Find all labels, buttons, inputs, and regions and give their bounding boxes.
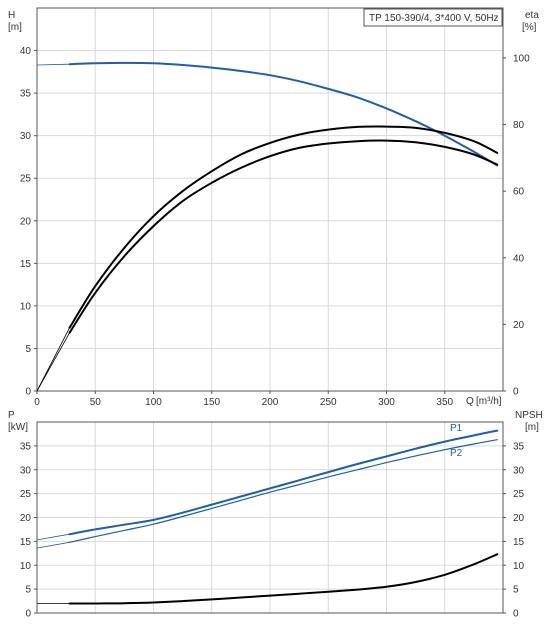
p1-extension-line <box>36 533 70 541</box>
bottom-right-tick-label: 20 <box>513 513 525 524</box>
top-right-tick-label: 40 <box>513 253 525 264</box>
top-right-tick-label: 80 <box>513 120 525 131</box>
top-right-tick-label: 100 <box>513 53 530 64</box>
top-left-tick-label: 25 <box>20 174 32 185</box>
p2-extension-line <box>36 541 70 549</box>
eta-lower-curve <box>68 139 499 334</box>
bottom-left-tick-label: 15 <box>20 537 32 548</box>
p2-curve <box>69 439 498 543</box>
top-left-tick-label: 35 <box>20 89 32 100</box>
top-x-tick-label: 300 <box>378 397 395 408</box>
top-series-group <box>36 61 499 392</box>
head-axis-symbol: H <box>8 10 15 21</box>
eta-axis-unit: [%] <box>522 22 537 33</box>
title-box <box>363 8 503 27</box>
p1-curve <box>68 429 499 536</box>
eta-lower-extension-line <box>36 332 70 392</box>
flow-axis-symbol: Q <box>466 396 474 407</box>
bottom-right-tick-label: 35 <box>513 441 525 452</box>
top-left-tick-label: 15 <box>20 259 32 270</box>
power-axis-unit: [kW] <box>8 422 28 433</box>
top-right-tick-label: 60 <box>513 187 525 198</box>
top-grid <box>37 8 503 391</box>
top-x-tick-label: 0 <box>34 397 40 408</box>
top-right-tick-label: 0 <box>513 387 519 398</box>
top-left-tick-label: 40 <box>20 46 32 57</box>
pump-curve-chart: 0 5 10 15 20 25 30 35 40 0 20 40 60 80 100 0 50 100 150 200… <box>8 7 539 408</box>
top-x-tick-label: 250 <box>320 397 337 408</box>
power-axis-symbol: P <box>8 410 15 421</box>
top-x-tick-label: 350 <box>436 397 453 408</box>
bottom-left-tick-label: 5 <box>25 585 31 596</box>
bottom-right-tick-label: 15 <box>513 537 525 548</box>
top-right-tick-label: 20 <box>513 320 525 331</box>
npsh-axis-unit: [m] <box>525 422 539 433</box>
top-tick-labels: 0 5 10 15 20 25 30 35 40 0 20 40 60 80 100 0 50 100 150 200… <box>20 46 530 408</box>
p2-series-label: P2 <box>450 448 463 459</box>
bottom-right-tick-label: 0 <box>513 609 519 620</box>
top-left-tick-label: 10 <box>20 301 32 312</box>
p1-series-label: P1 <box>450 423 463 434</box>
head-extension-line <box>36 63 70 66</box>
bottom-left-tick-label: 25 <box>20 489 32 500</box>
chart-title: TP 150-390/4, 3*400 V, 50Hz <box>369 13 499 24</box>
top-left-tick-label: 0 <box>25 387 31 398</box>
top-x-tick-label: 200 <box>262 397 279 408</box>
bottom-left-tick-label: 0 <box>25 609 31 620</box>
bottom-series-group <box>36 429 499 605</box>
bottom-grid <box>37 422 503 613</box>
bottom-left-tick-label: 30 <box>20 465 32 476</box>
bottom-right-tick-label: 10 <box>513 561 525 572</box>
bottom-right-tick-label: 25 <box>513 489 525 500</box>
bottom-left-tick-label: 20 <box>20 513 32 524</box>
head-curve <box>68 61 499 167</box>
npsh-curve <box>68 553 499 605</box>
top-x-tick-label: 50 <box>90 397 102 408</box>
top-left-tick-label: 5 <box>25 344 31 355</box>
top-left-tick-label: 20 <box>20 216 32 227</box>
bottom-left-tick-label: 10 <box>20 561 32 572</box>
top-left-tick-label: 30 <box>20 131 32 142</box>
flow-axis-unit: [m³/h] <box>476 396 502 407</box>
head-axis-unit: [m] <box>8 22 22 33</box>
bottom-right-tick-label: 5 <box>513 585 519 596</box>
bottom-tick-labels: 0 5 10 15 20 25 30 35 0 5 10 15 20 25 30 35 <box>20 441 525 619</box>
bottom-left-tick-label: 35 <box>20 441 32 452</box>
eta-axis-symbol: eta <box>525 10 539 21</box>
eta-upper-curve <box>68 125 499 329</box>
top-x-tick-label: 100 <box>145 397 162 408</box>
top-x-tick-label: 150 <box>203 397 220 408</box>
eta-upper-extension-line <box>36 327 70 392</box>
bottom-right-tick-label: 30 <box>513 465 525 476</box>
power-npsh-chart: 0 5 10 15 20 25 30 35 0 5 10 15 20 25 30 35 P [kW] NPSH… <box>8 410 543 620</box>
npsh-axis-symbol: NPSH <box>515 410 543 421</box>
